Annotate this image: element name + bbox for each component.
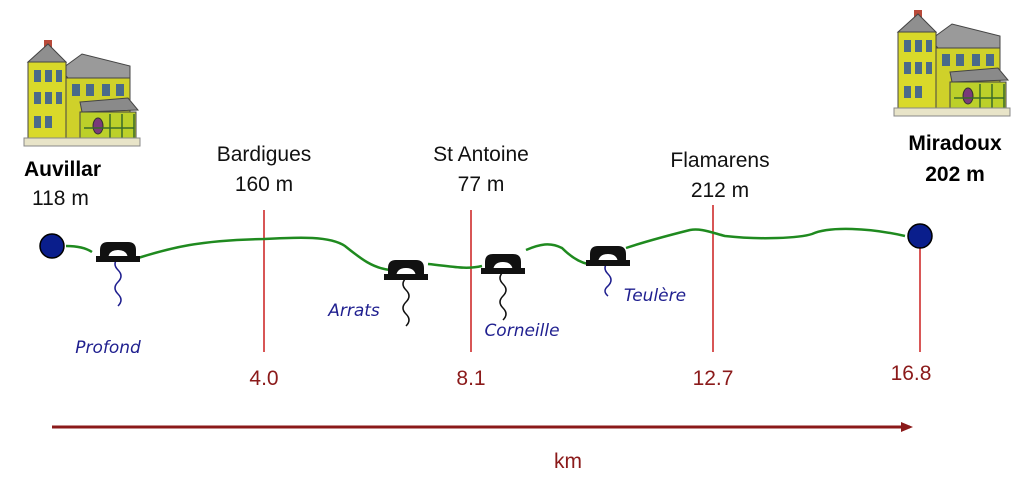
- endpoint-elevation-end: 202 m: [925, 163, 985, 186]
- start-point-marker: [39, 233, 65, 259]
- km-label-flamarens: 12.7: [693, 367, 734, 390]
- bridge-icon: [96, 242, 140, 262]
- end-point-marker: [907, 223, 933, 249]
- waypoint-name-bardigues: Bardigues: [217, 143, 312, 166]
- waypoint-elevation-flamarens: 212 m: [691, 179, 749, 202]
- stream-label-arrats: Arrats: [327, 301, 380, 321]
- route-profile-line: [65, 227, 906, 272]
- house-icon: [893, 9, 1011, 117]
- bridge-icon: [481, 254, 525, 274]
- bridge-icon: [586, 246, 630, 266]
- stream-label-profond: Profond: [75, 338, 141, 358]
- endpoint-name-end: Miradoux: [908, 132, 1002, 155]
- stream-label-teulere: Teulère: [624, 286, 686, 306]
- km-label-bardigues: 4.0: [249, 367, 278, 390]
- stream-label-corneille: Corneille: [484, 321, 559, 341]
- waypoint-name-st-antoine: St Antoine: [433, 143, 529, 166]
- waypoint-elevation-st-antoine: 77 m: [458, 173, 505, 196]
- stream-teulere-line: [604, 261, 612, 297]
- bridge-icon: [384, 260, 428, 280]
- endpoint-elevation-start: 118 m: [32, 187, 89, 210]
- km-label-st-antoine: 8.1: [456, 367, 485, 390]
- house-icon: [23, 39, 141, 147]
- km-marker-lines: [263, 205, 921, 352]
- axis-label-km: km: [554, 450, 582, 473]
- stream-arrats-line: [402, 277, 410, 327]
- stream-corneille-line: [499, 271, 507, 321]
- waypoint-name-flamarens: Flamarens: [670, 149, 769, 172]
- waypoint-elevation-bardigues: 160 m: [235, 173, 293, 196]
- km-label-miradoux: 16.8: [891, 362, 932, 385]
- stream-profond-line: [114, 257, 122, 307]
- endpoint-name-start: Auvillar: [24, 158, 101, 181]
